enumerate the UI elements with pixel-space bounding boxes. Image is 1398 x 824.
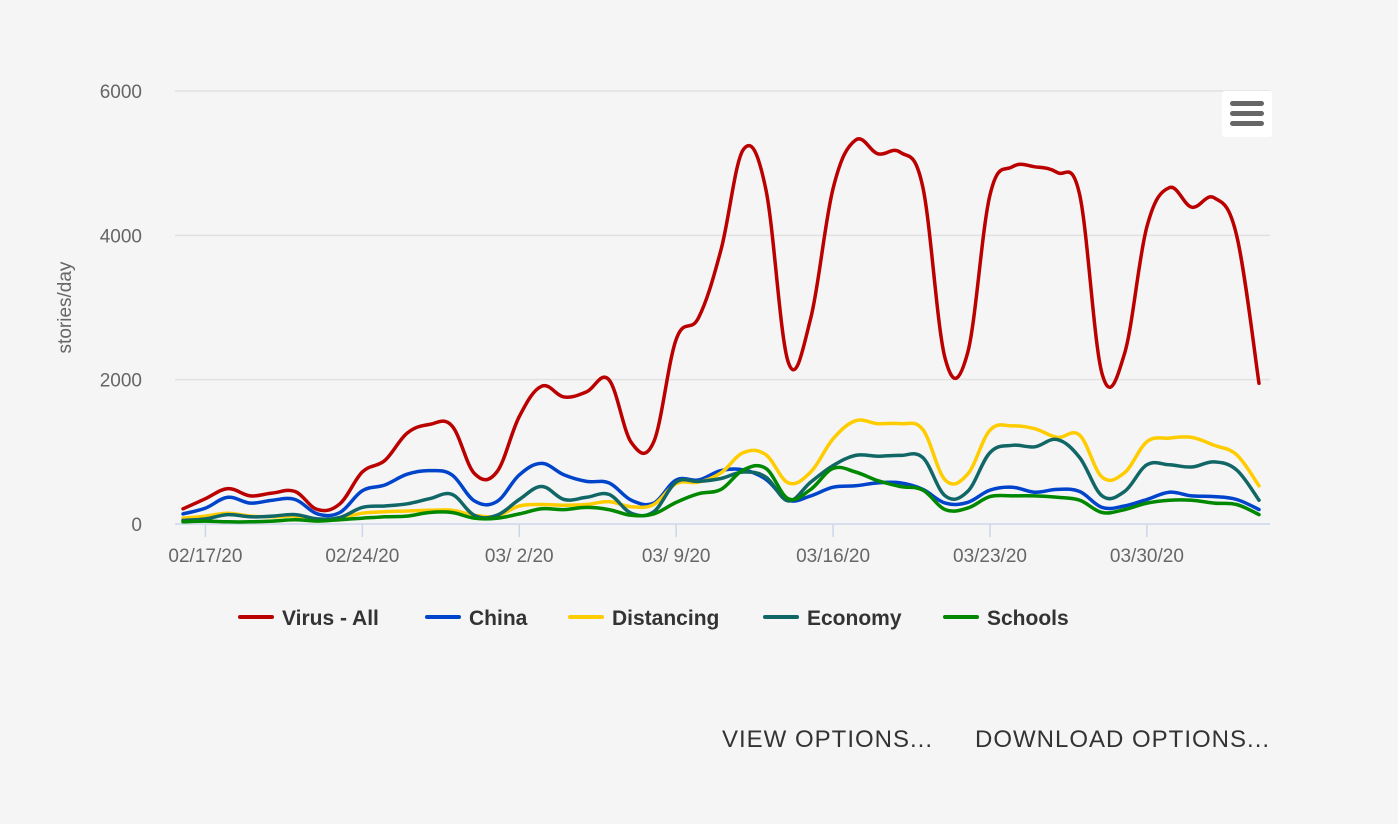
x-tick-label: 02/17/20 [168, 546, 242, 567]
x-tick-label: 02/24/20 [325, 546, 399, 567]
legend: Virus - All China Distancing Economy Schools [238, 607, 1069, 630]
legend-item-schools[interactable]: Schools [943, 607, 1069, 630]
y-tick-label: 0 [131, 515, 142, 536]
axes: 0 2000 4000 6000 02/17/20 02/24/20 03/ 2/20 03/… [55, 82, 1270, 567]
series-lines [181, 137, 1261, 524]
legend-label: Distancing [612, 607, 719, 630]
legend-item-virus-all[interactable]: Virus - All [238, 607, 379, 630]
legend-label: Schools [987, 607, 1069, 630]
series-line-schools[interactable] [181, 463, 1261, 524]
view-options-link[interactable]: VIEW OPTIONS... [722, 726, 934, 753]
grid-lines [175, 90, 1270, 381]
legend-label: Virus - All [282, 607, 379, 630]
series-line-economy[interactable] [181, 437, 1261, 523]
x-tick-label: 03/30/20 [1110, 546, 1184, 567]
x-tick-label: 03/ 9/20 [642, 546, 711, 567]
y-axis-label: stories/day [55, 261, 76, 353]
series-line-distancing[interactable] [181, 418, 1261, 522]
x-tick-label: 03/16/20 [796, 546, 870, 567]
legend-item-distancing[interactable]: Distancing [568, 607, 719, 630]
legend-label: China [469, 607, 528, 630]
legend-item-china[interactable]: China [425, 607, 528, 630]
y-tick-label: 2000 [100, 371, 142, 392]
y-tick-label: 4000 [100, 226, 142, 247]
x-tick-label: 03/ 2/20 [485, 546, 554, 567]
chart-menu-button[interactable] [1222, 91, 1272, 137]
series-line-china[interactable] [181, 461, 1261, 518]
x-tick-label: 03/23/20 [953, 546, 1027, 567]
series-line-virus-all[interactable] [181, 137, 1261, 513]
y-tick-label: 6000 [100, 82, 142, 103]
download-options-link[interactable]: DOWNLOAD OPTIONS... [975, 726, 1271, 753]
legend-item-economy[interactable]: Economy [763, 607, 902, 630]
legend-label: Economy [807, 607, 902, 630]
